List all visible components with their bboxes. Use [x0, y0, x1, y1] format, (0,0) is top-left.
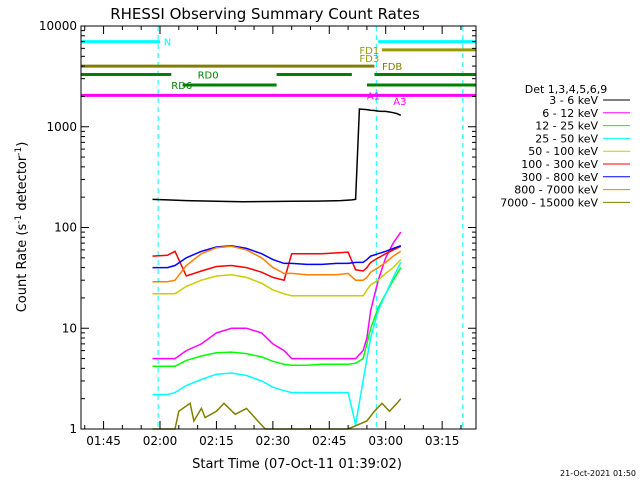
- footer-date: 21-Oct-2021 01:50: [560, 469, 636, 478]
- flag-label: FD1: [359, 46, 379, 57]
- series-line: [152, 231, 402, 360]
- x-tick-label: 02:00: [143, 434, 178, 448]
- series-line: [152, 262, 402, 425]
- legend-label: 25 - 50 keV: [535, 132, 598, 145]
- legend-label: 100 - 300 keV: [521, 158, 598, 171]
- flag-label: FD3: [359, 54, 379, 65]
- y-tick-label: 10: [62, 321, 77, 335]
- flag-label: A3: [393, 97, 406, 108]
- legend-label: 50 - 100 keV: [528, 145, 598, 158]
- y-axis-label: Count Rate (s-1 detector-1): [14, 142, 30, 313]
- series-line: [152, 259, 402, 297]
- series-line: [152, 244, 402, 269]
- flag-label: RD0: [198, 71, 219, 82]
- flag-label: FDB: [382, 62, 402, 73]
- x-tick-label: 02:15: [199, 434, 234, 448]
- y-tick-label: 1: [69, 422, 77, 436]
- legend-label: 6 - 12 keV: [542, 107, 598, 120]
- legend-title: Det 1,3,4,5,6,9: [525, 83, 608, 96]
- x-tick-label: 03:15: [425, 434, 460, 448]
- series-line: [152, 245, 402, 282]
- legend-label: 3 - 6 keV: [549, 94, 598, 107]
- x-tick-label: 02:45: [312, 434, 347, 448]
- y-tick-label: 100: [54, 221, 77, 235]
- chart-title: RHESSI Observing Summary Count Rates: [110, 5, 420, 23]
- legend-label: 7000 - 15000 keV: [500, 196, 598, 209]
- legend-label: 300 - 800 keV: [521, 171, 598, 184]
- series-line: [152, 245, 402, 283]
- x-axis-label: Start Time (07-Oct-11 01:39:02): [192, 457, 402, 472]
- x-tick-label: 01:45: [86, 434, 121, 448]
- legend-label: 800 - 7000 keV: [514, 184, 598, 197]
- x-tick-label: 02:30: [256, 434, 291, 448]
- flag-label: RD6: [171, 81, 192, 92]
- legend-label: 12 - 25 keV: [535, 120, 598, 133]
- flag-label: A1: [367, 91, 380, 102]
- series-line: [152, 267, 402, 367]
- flag-label: N: [164, 38, 171, 49]
- x-tick-label: 03:00: [368, 434, 403, 448]
- series-line: [152, 108, 402, 203]
- y-tick-label: 1000: [46, 120, 77, 134]
- series-line: [152, 398, 402, 430]
- y-tick-label: 10000: [39, 19, 77, 33]
